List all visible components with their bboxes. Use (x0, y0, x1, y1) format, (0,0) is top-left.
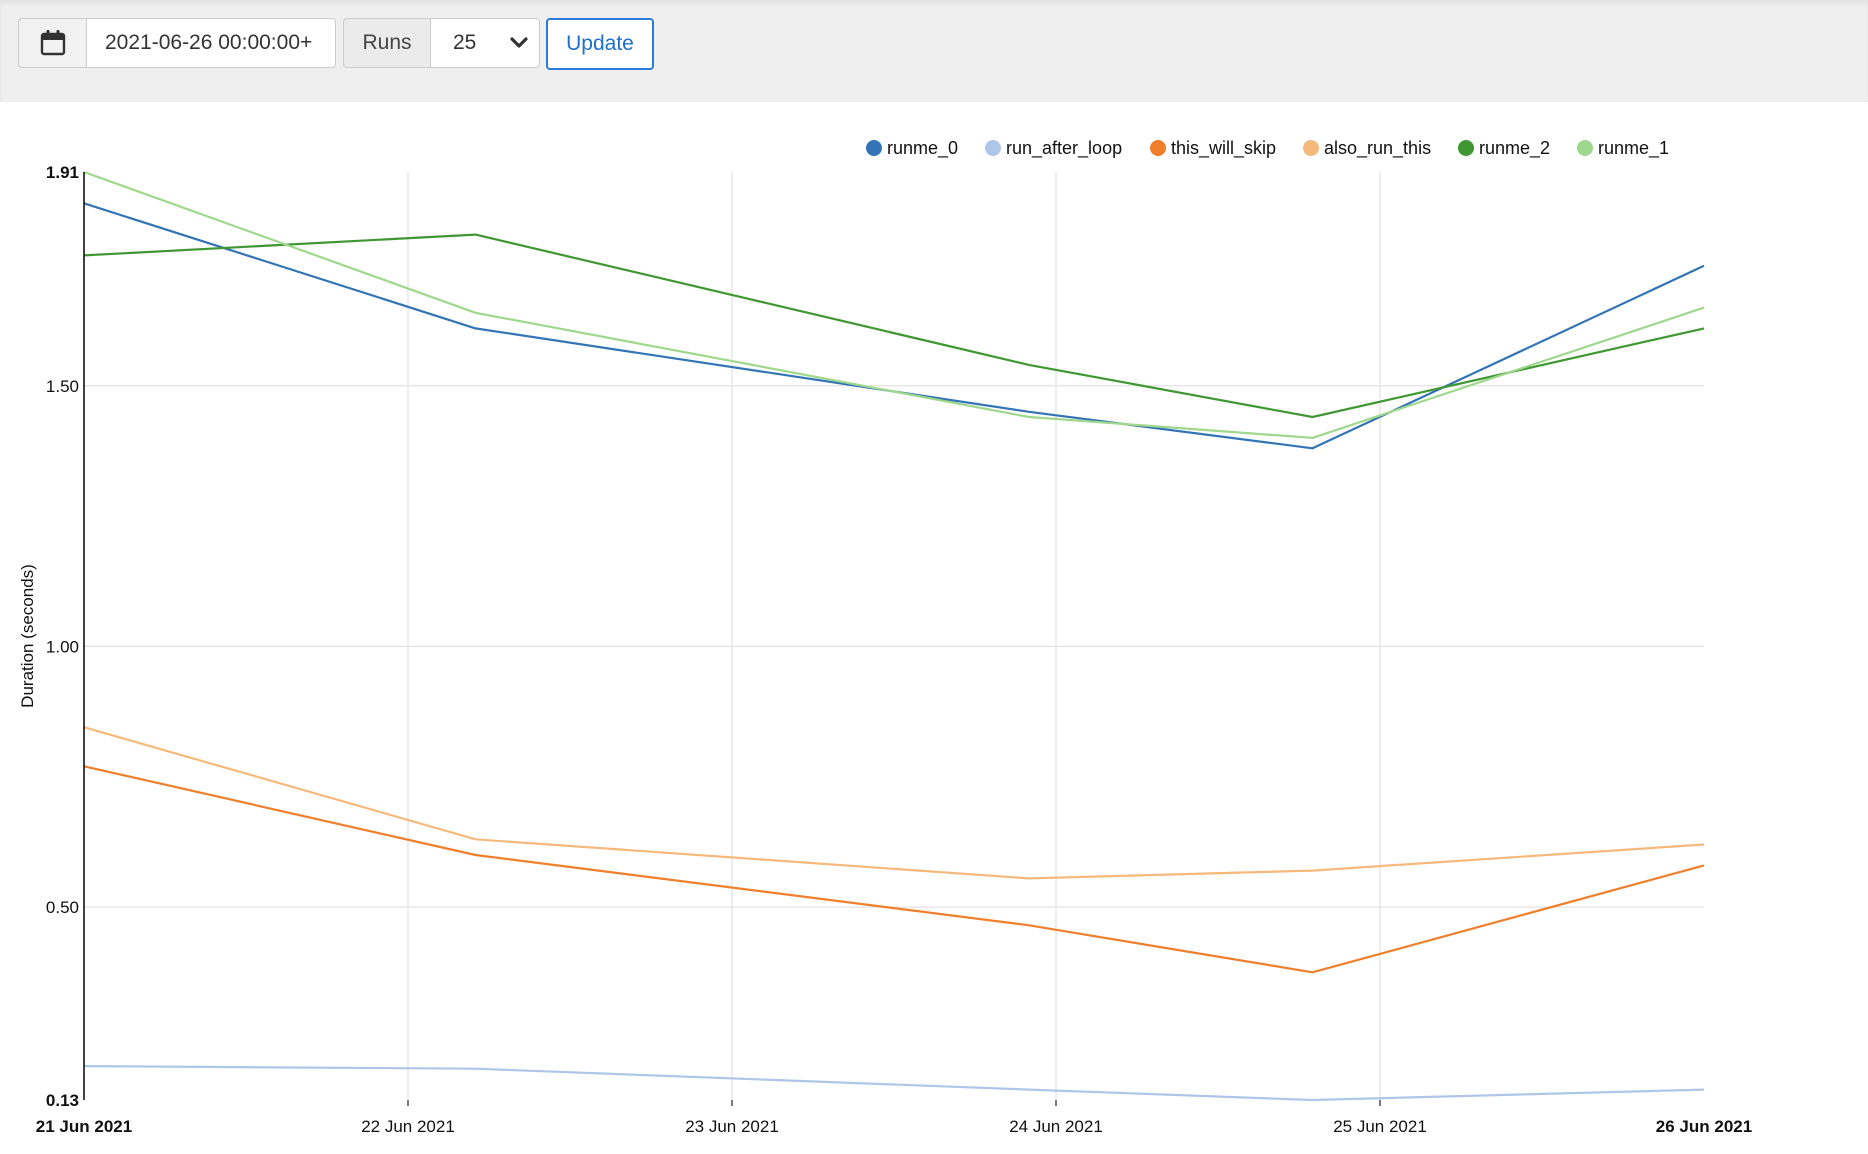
y-tick-label: 0.50 (46, 898, 79, 917)
runs-select[interactable]: 25 (430, 18, 540, 68)
y-tick-label: 1.00 (46, 637, 79, 656)
x-tick-label: 21 Jun 2021 (36, 1117, 132, 1136)
y-tick-label: 1.50 (46, 377, 79, 396)
calendar-icon (40, 30, 65, 56)
legend-swatch[interactable] (866, 140, 882, 156)
series-line-runme-0 (83, 202, 1705, 450)
x-tick-label: 24 Jun 2021 (1009, 1117, 1103, 1136)
legend-swatch[interactable] (1458, 140, 1474, 156)
legend-label[interactable]: also_run_this (1324, 138, 1431, 159)
x-tick-label: 22 Jun 2021 (361, 1117, 455, 1136)
update-button[interactable]: Update (546, 18, 654, 70)
chevron-down-icon (510, 37, 528, 48)
runs-label: Runs (343, 18, 430, 68)
series-line-run-after-loop (83, 1064, 1705, 1102)
x-tick-label: 25 Jun 2021 (1333, 1117, 1427, 1136)
x-tick-label: 23 Jun 2021 (685, 1117, 779, 1136)
legend-swatch[interactable] (1303, 140, 1319, 156)
runs-group: Runs 25 (343, 18, 540, 70)
toolbar: Runs 25 Update (0, 0, 1868, 102)
series-line-also-run-this (83, 726, 1705, 880)
runs-select-value: 25 (453, 31, 477, 54)
duration-chart: 1.91 1.50 1.00 0.50 0.13 21 Jun 2021 22 Jun 20… (18, 138, 1752, 1136)
y-axis-title: Duration (seconds) (18, 564, 37, 708)
legend-label[interactable]: this_will_skip (1171, 138, 1276, 159)
series-lines (83, 170, 1705, 1102)
legend-label[interactable]: run_after_loop (1006, 138, 1122, 159)
calendar-button[interactable] (18, 18, 86, 68)
legend-swatch[interactable] (1150, 140, 1166, 156)
legend-label[interactable]: runme_0 (887, 138, 958, 159)
axes: 1.91 1.50 1.00 0.50 0.13 21 Jun 2021 22 Jun 20… (18, 163, 1752, 1136)
series-line-this-will-skip (83, 765, 1705, 974)
x-tick-label: 26 Jun 2021 (1656, 1117, 1752, 1136)
date-input[interactable] (86, 18, 336, 68)
gridlines (84, 172, 1704, 1100)
legend-label[interactable]: runme_2 (1479, 138, 1550, 159)
legend: runme_0 run_after_loop this_will_skip also_… (866, 138, 1669, 159)
legend-label[interactable]: runme_1 (1598, 138, 1669, 159)
series-line-runme-1 (83, 170, 1705, 439)
legend-swatch[interactable] (1577, 140, 1593, 156)
y-tick-label: 0.13 (46, 1091, 79, 1110)
y-tick-label: 1.91 (46, 163, 79, 182)
legend-swatch[interactable] (985, 140, 1001, 156)
series-line-runme-2 (83, 233, 1705, 419)
date-picker-group (18, 18, 336, 70)
